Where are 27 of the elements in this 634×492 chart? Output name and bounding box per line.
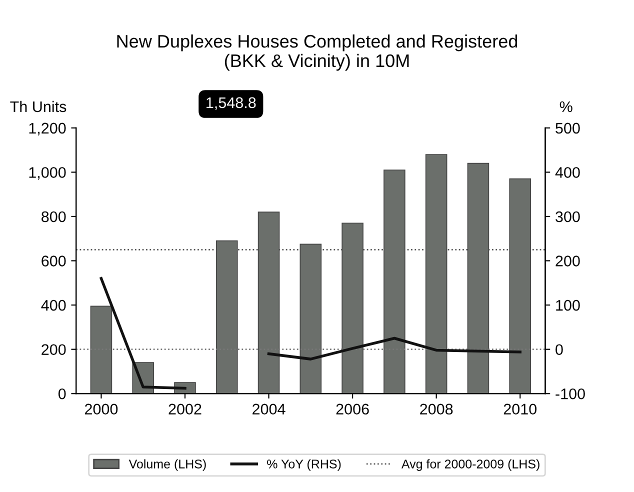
y-tick-label: 0 [58,388,66,400]
x-tick-label: 2004 [252,404,286,415]
y-axis-title: Th Units [10,100,66,112]
y2-tick-label: 200 [556,256,580,266]
chart-title: New Duplexes Houses Completed and Registered (BKK & Vicinity) in 10M [117,34,518,71]
x-tick-label: 2010 [504,404,537,415]
x-tick-label: 2000 [84,404,118,415]
y-tick-label: 1,200 [29,122,66,136]
y2-tick-label: 100 [556,300,580,311]
y-tick-label: 600 [42,256,66,266]
x-tick-label: 2006 [336,404,369,415]
y2-tick-label: 400 [555,167,580,178]
y-tick-label: 1,000 [29,167,66,180]
y2-axis-title: % [560,101,572,112]
legend-label: Avg for 2000-2009 (LHS) [401,459,540,471]
text: 1,548.8 [206,97,256,110]
x-tick-label: 2008 [420,404,453,415]
y2-tick-label: 500 [556,122,580,134]
legend-label: Volume (LHS) [128,459,206,471]
y-tick-label: 200 [42,344,66,356]
x-tick-label: 2002 [168,404,202,415]
y2-tick-label: 0 [556,344,563,356]
y2-tick-label: -100 [556,388,585,400]
y-tick-label: 800 [42,211,66,222]
y2-tick-label: 300 [556,211,580,222]
y-tick-label: 400 [41,300,66,311]
legend-label: % YoY (RHS) [267,459,341,471]
